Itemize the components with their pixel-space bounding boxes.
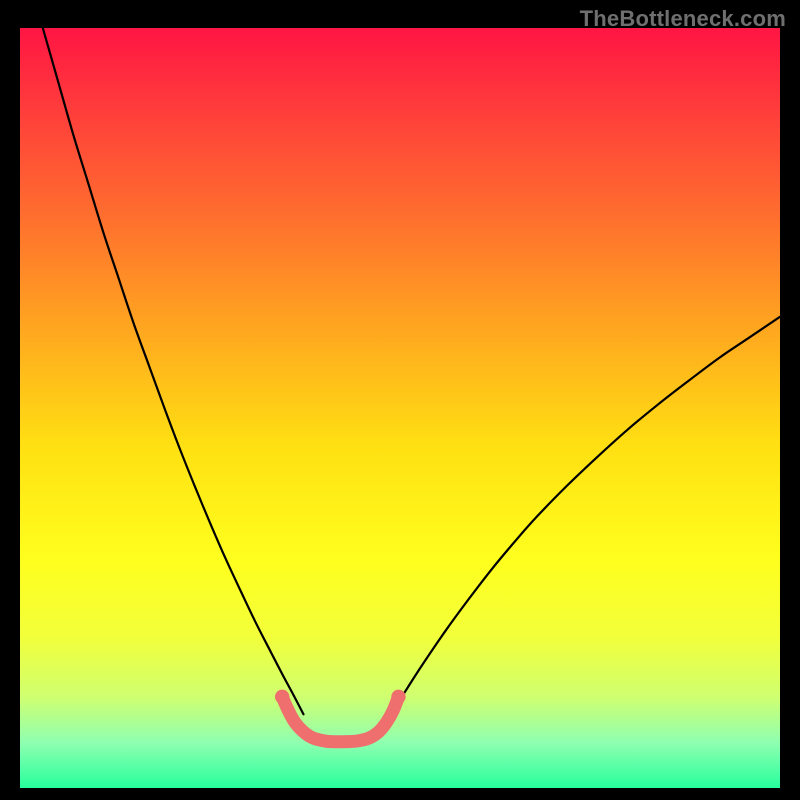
- right-curve: [391, 317, 780, 714]
- left-curve: [43, 28, 304, 714]
- brace-dot: [391, 690, 405, 704]
- brace-dot: [275, 690, 289, 704]
- valley-brace: [282, 697, 398, 742]
- chart-frame: TheBottleneck.com: [0, 0, 800, 800]
- plot-area: [20, 28, 780, 788]
- curves-layer: [20, 28, 780, 788]
